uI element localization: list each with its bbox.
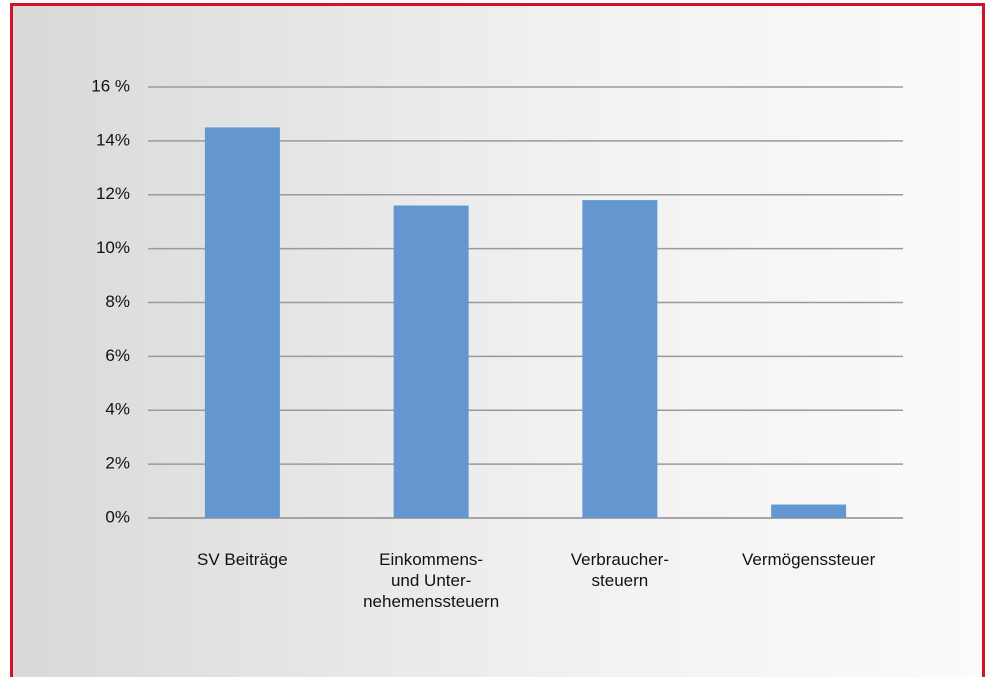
- y-tick-label: 2%: [105, 454, 130, 473]
- y-tick-label: 10%: [96, 238, 130, 257]
- y-tick-label: 0%: [105, 507, 130, 526]
- x-tick-label: Verbraucher- steuern: [570, 550, 670, 590]
- y-tick-label: 14%: [96, 130, 130, 149]
- y-tick-label: 16 %: [91, 76, 130, 95]
- chart-panel: [10, 3, 985, 677]
- x-tick-label: Vermögenssteuer: [742, 550, 876, 569]
- x-tick-label: Einkommens- und Unter- nehemenssteuern: [363, 550, 500, 611]
- y-tick-label: 8%: [105, 292, 130, 311]
- bar: [771, 504, 847, 518]
- y-tick-label: 12%: [96, 184, 130, 203]
- y-tick-label: 4%: [105, 400, 130, 419]
- x-tick-label: SV Beiträge: [197, 550, 288, 569]
- y-tick-label: 6%: [105, 346, 130, 365]
- bar: [204, 127, 280, 518]
- bar: [582, 200, 658, 518]
- bar: [393, 205, 469, 518]
